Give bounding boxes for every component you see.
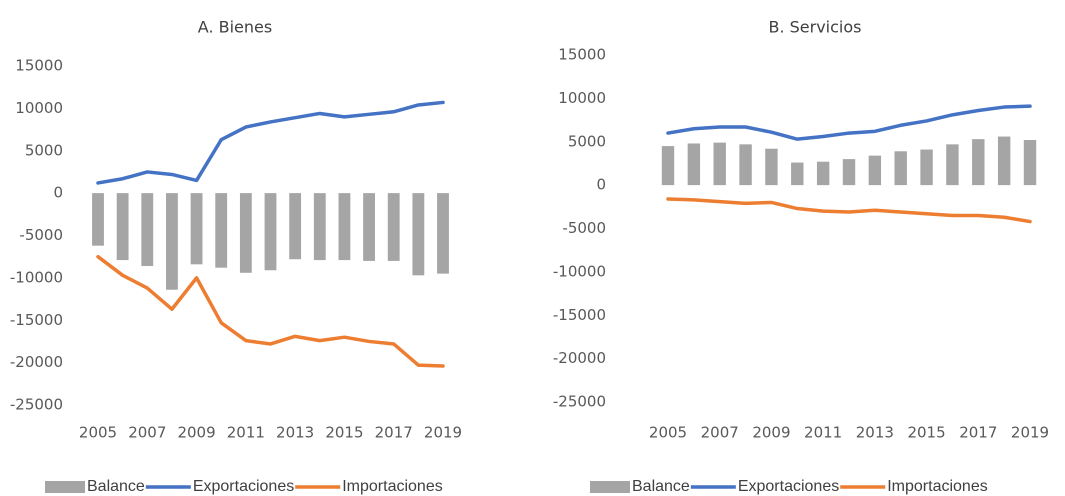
bar xyxy=(116,193,129,261)
bar xyxy=(190,193,203,265)
legend-swatch xyxy=(590,481,630,493)
y-tick-label: 0 xyxy=(53,184,63,202)
bar xyxy=(92,193,104,246)
chart-title: B. Servicios xyxy=(768,18,861,37)
x-tick-label: 2019 xyxy=(424,424,462,442)
x-tick-label: 2017 xyxy=(959,424,997,442)
bar xyxy=(313,193,326,261)
x-tick-label: 2015 xyxy=(325,424,363,442)
x-tick-label: 2005 xyxy=(649,424,687,442)
bar xyxy=(141,193,154,267)
x-tick-label: 2013 xyxy=(856,424,894,442)
y-tick-label: 5000 xyxy=(25,141,63,159)
bar xyxy=(363,193,375,261)
bar xyxy=(387,193,400,261)
y-tick-label: -10000 xyxy=(10,268,63,286)
x-tick-label: 2009 xyxy=(177,424,215,442)
y-tick-label: -25000 xyxy=(553,393,606,411)
y-tick-label: 15000 xyxy=(558,46,606,64)
bar xyxy=(946,144,959,186)
y-tick-label: -25000 xyxy=(10,396,63,414)
line xyxy=(96,254,445,368)
y-tick-label: 5000 xyxy=(568,132,606,150)
y-tick-label: -10000 xyxy=(553,262,606,280)
bar xyxy=(920,149,933,186)
bar xyxy=(997,136,1011,186)
line xyxy=(96,100,445,185)
bar xyxy=(1023,140,1037,186)
bar xyxy=(264,193,277,271)
y-tick-label: 10000 xyxy=(558,89,606,107)
y-tick-label: -15000 xyxy=(10,311,63,329)
bar xyxy=(215,193,228,268)
bar xyxy=(972,139,985,186)
bar xyxy=(437,193,449,274)
bar xyxy=(687,143,701,186)
y-tick-label: -20000 xyxy=(553,349,606,367)
y-tick-label: 10000 xyxy=(15,99,63,117)
y-tick-label: 0 xyxy=(596,176,606,194)
x-tick-label: 2007 xyxy=(128,424,166,442)
legend-label: Exportaciones xyxy=(738,478,839,495)
bar xyxy=(661,146,675,186)
legend-swatch xyxy=(45,481,85,493)
bar xyxy=(289,193,302,260)
line xyxy=(666,104,1032,141)
bar xyxy=(894,151,907,186)
x-tick-label: 2015 xyxy=(907,424,945,442)
line xyxy=(666,197,1032,224)
bar xyxy=(239,193,252,273)
y-tick-label: -5000 xyxy=(562,219,606,237)
y-tick-label: -5000 xyxy=(19,226,63,244)
x-tick-label: 2011 xyxy=(804,424,842,442)
bar xyxy=(765,148,778,186)
legend-label: Balance xyxy=(87,478,145,495)
legend-label: Importaciones xyxy=(887,478,988,495)
bar xyxy=(868,155,882,186)
x-tick-label: 2017 xyxy=(375,424,413,442)
bar xyxy=(166,193,178,290)
chart-title: A. Bienes xyxy=(198,18,272,37)
bar xyxy=(739,144,752,186)
y-tick-label: 15000 xyxy=(15,57,63,75)
bar xyxy=(713,142,726,186)
legend-label: Balance xyxy=(632,478,690,495)
legend-label: Importaciones xyxy=(342,478,443,495)
x-tick-label: 2005 xyxy=(79,424,117,442)
y-tick-label: -15000 xyxy=(553,306,606,324)
bar xyxy=(791,162,804,186)
x-tick-label: 2007 xyxy=(701,424,739,442)
legend-label: Exportaciones xyxy=(193,478,294,495)
x-tick-label: 2009 xyxy=(752,424,790,442)
y-tick-label: -20000 xyxy=(10,353,63,371)
x-tick-label: 2013 xyxy=(276,424,314,442)
bar xyxy=(412,193,425,276)
bar xyxy=(338,193,351,261)
x-tick-label: 2011 xyxy=(227,424,265,442)
x-tick-label: 2019 xyxy=(1011,424,1049,442)
bar xyxy=(816,161,830,186)
bar xyxy=(842,159,856,186)
